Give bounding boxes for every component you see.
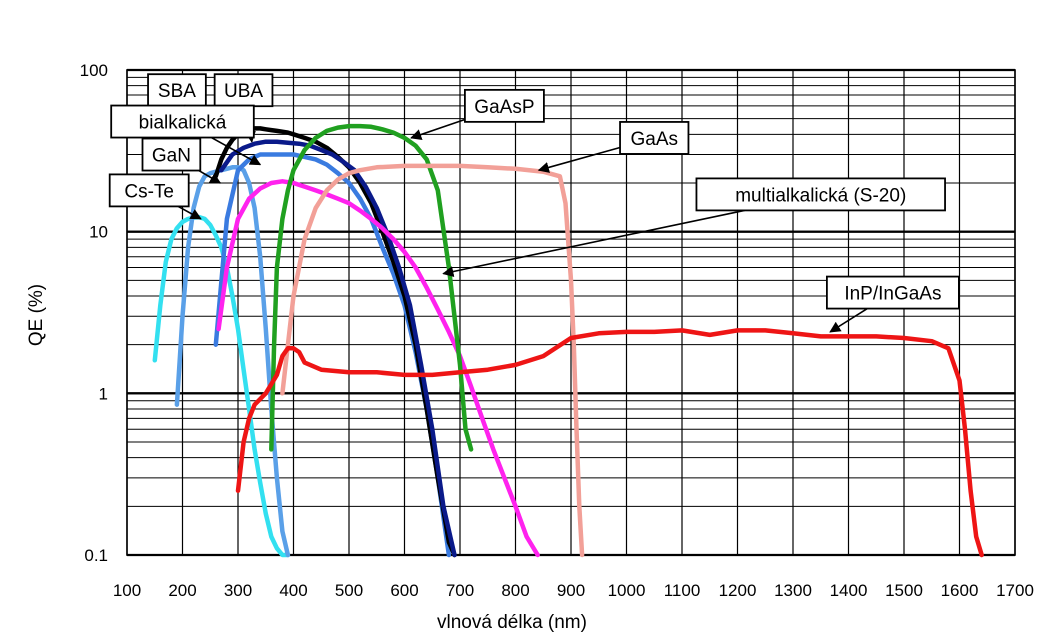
callout-box — [110, 104, 255, 139]
x-tick-label: 1400 — [830, 581, 868, 600]
callout-arrow — [198, 169, 222, 184]
series-line-gaas — [280, 163, 585, 558]
callout-box — [619, 121, 690, 155]
x-tick-label: 500 — [335, 581, 363, 600]
plot-frame — [126, 69, 1016, 556]
callout-label: GaAs — [630, 129, 678, 150]
x-tick-label: 300 — [224, 581, 252, 600]
x-tick-label: 1300 — [774, 581, 812, 600]
y-tick-label: 100 — [80, 61, 108, 80]
series-line-uba — [219, 139, 457, 558]
series-line-gaasp — [269, 123, 474, 452]
callout-box — [463, 88, 545, 123]
callout-arrow — [177, 205, 202, 220]
y-axis-title: QE (%) — [26, 284, 47, 346]
callout-box — [141, 137, 202, 172]
x-tick-label: 700 — [446, 581, 474, 600]
callout-label: GaN — [152, 146, 191, 167]
callout-arrow — [410, 118, 466, 140]
x-tick-label: 900 — [557, 581, 585, 600]
callout-arrow — [210, 136, 262, 166]
x-tick-label: 1600 — [941, 581, 979, 600]
x-tick-label: 1200 — [719, 581, 757, 600]
series-line-multialkalick-s-20- — [216, 179, 540, 558]
callout-arrow — [829, 307, 868, 333]
callouts: SBA UBA GaAsP bialkalická GaAs GaN Cs-Te multia… — [108, 73, 960, 333]
x-tick-label: 1000 — [608, 581, 646, 600]
x-tick-label: 1100 — [664, 581, 701, 600]
x-tick-label: 100 — [113, 581, 141, 600]
callout-label: Cs-Te — [124, 181, 174, 202]
callout-box — [826, 275, 960, 310]
x-tick-label: 800 — [501, 581, 529, 600]
x-tick-label: 400 — [279, 581, 307, 600]
callout-label: GaAsP — [474, 97, 534, 118]
callout-box — [213, 73, 274, 108]
y-tick-label: 1 — [99, 384, 108, 403]
x-tick-label: 200 — [168, 581, 196, 600]
callout-arrow — [442, 209, 745, 278]
callout-box — [695, 177, 946, 212]
x-tick-label: 1700 — [996, 581, 1034, 600]
callout-label: InP/InGaAs — [844, 284, 941, 305]
x-tick-label: 1500 — [885, 581, 923, 600]
x-axis-title: vlnová délka (nm) — [437, 612, 587, 633]
callout-arrow — [537, 146, 621, 173]
callout-box — [147, 73, 207, 108]
x-tick-label: 600 — [390, 581, 418, 600]
callout-label: bialkalická — [139, 113, 227, 134]
y-tick-label: 0.1 — [84, 546, 108, 565]
callout-box — [108, 173, 190, 208]
series-line-bialkalick- — [213, 152, 452, 558]
y-tick-label: 10 — [89, 223, 108, 242]
series-line-cs-te — [152, 214, 291, 558]
callout-label: multialkalická (S-20) — [735, 185, 906, 206]
series-line-gan — [174, 165, 291, 558]
series-line-inp-ingaas — [235, 328, 984, 558]
callout-label: UBA — [224, 81, 263, 102]
callout-label: SBA — [158, 81, 196, 102]
tick-labels: 100 200 300 400 500 600 700 800 900 1000 1100 1200 1… — [80, 61, 1034, 600]
